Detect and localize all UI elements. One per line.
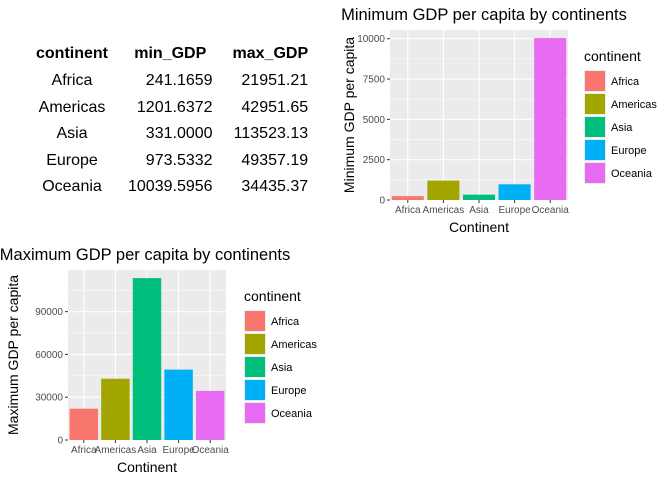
- summary-table-panel: continent min_GDP max_GDP Africa 241.165…: [0, 0, 320, 240]
- legend-swatch-asia: [245, 357, 265, 377]
- cell-min-gdp: 241.1659: [145, 72, 213, 90]
- header-max-gdp: max_GDP: [232, 45, 309, 62]
- bar-asia: [132, 278, 162, 440]
- x-tick-label: Europe: [162, 445, 195, 456]
- chart-title: Minimum GDP per capita by continents: [341, 6, 627, 24]
- header-continent: continent: [36, 45, 108, 62]
- bar-americas: [101, 378, 130, 440]
- cell-max-gdp: 42951.65: [241, 98, 309, 116]
- legend-swatch-europe: [245, 380, 265, 400]
- x-tick-label: Oceania: [532, 205, 570, 216]
- legend-swatch-europe: [585, 140, 605, 160]
- table-header-row: continent min_GDP max_GDP: [26, 40, 318, 68]
- cell-continent: Africa: [51, 72, 93, 90]
- legend-label: Europe: [271, 385, 306, 397]
- bar-americas: [427, 180, 460, 200]
- legend-label: Asia: [271, 362, 293, 374]
- legend-label: Africa: [611, 76, 640, 88]
- legend-swatch-americas: [245, 334, 265, 354]
- x-tick-label: Oceania: [192, 445, 230, 456]
- bar-africa: [391, 196, 424, 200]
- legend-label: Oceania: [611, 168, 653, 180]
- y-tick-label: 0: [57, 436, 63, 447]
- legend-swatch-americas: [585, 94, 605, 114]
- legend-swatch-africa: [585, 71, 605, 91]
- y-axis-title: Minimum GDP per capita: [341, 37, 357, 193]
- cell-max-gdp: 113523.13: [233, 125, 309, 143]
- x-tick-label: Africa: [395, 205, 421, 216]
- legend-label: Europe: [611, 145, 646, 157]
- cell-continent: Oceania: [42, 178, 102, 196]
- y-tick-label: 90000: [35, 307, 63, 318]
- y-tick-label: 10000: [357, 34, 385, 45]
- table-row: Asia 331.0000 113523.13: [26, 121, 318, 148]
- y-tick-label: 60000: [35, 350, 63, 361]
- bar-oceania: [534, 38, 567, 200]
- y-tick-label: 7500: [363, 75, 386, 86]
- x-tick-label: Africa: [71, 445, 97, 456]
- table-row: Americas 1201.6372 42951.65: [26, 95, 318, 122]
- bar-oceania: [195, 390, 225, 440]
- header-min-gdp: min_GDP: [134, 45, 207, 62]
- table-row: Africa 241.1659 21951.21: [26, 68, 318, 95]
- legend-swatch-oceania: [245, 403, 265, 423]
- max-gdp-bar-chart: Maximum GDP per capita by continents 0 300…: [0, 246, 317, 475]
- legend-title: continent: [584, 48, 641, 64]
- legend-label: Americas: [611, 99, 657, 111]
- table-row: Europe 973.5332 49357.19: [26, 148, 318, 175]
- chart-title: Maximum GDP per capita by continents: [0, 246, 290, 264]
- min-gdp-bar-chart: Minimum GDP per capita by continents 0 250…: [341, 6, 657, 235]
- x-tick-label: Asia: [137, 445, 157, 456]
- legend-label: Oceania: [271, 408, 313, 420]
- legend-swatch-africa: [245, 311, 265, 331]
- cell-min-gdp: 10039.5956: [128, 178, 213, 196]
- legend-swatch-asia: [585, 117, 605, 137]
- bar-asia: [462, 194, 496, 200]
- x-axis-title: Continent: [117, 459, 177, 475]
- y-tick-label: 5000: [363, 115, 386, 126]
- bar-europe: [164, 369, 193, 440]
- cell-min-gdp: 331.0000: [145, 125, 213, 143]
- legend-title: continent: [244, 288, 301, 304]
- legend-label: Asia: [611, 122, 633, 134]
- cell-min-gdp: 1201.6372: [136, 98, 213, 116]
- x-tick-label: Asia: [469, 205, 489, 216]
- legend-label: Africa: [271, 316, 300, 328]
- y-tick-label: 0: [379, 196, 385, 207]
- x-axis-title: Continent: [449, 219, 509, 235]
- bar-europe: [498, 184, 531, 200]
- cell-max-gdp: 34435.37: [241, 178, 309, 196]
- cell-min-gdp: 973.5332: [145, 151, 213, 169]
- table-row: Oceania 10039.5956 34435.37: [26, 174, 318, 201]
- cell-max-gdp: 21951.21: [241, 72, 309, 90]
- legend-swatch-oceania: [585, 163, 605, 183]
- cell-max-gdp: 49357.19: [241, 151, 309, 169]
- y-tick-label: 2500: [363, 155, 386, 166]
- legend-label: Americas: [271, 339, 317, 351]
- x-tick-label: Europe: [498, 205, 531, 216]
- cell-continent: Europe: [46, 151, 98, 169]
- x-tick-label: Americas: [423, 205, 465, 216]
- cell-continent: Americas: [38, 98, 106, 116]
- x-tick-label: Americas: [95, 445, 137, 456]
- cell-continent: Asia: [56, 125, 88, 143]
- gdp-summary-table: continent min_GDP max_GDP Africa 241.165…: [26, 40, 318, 201]
- y-tick-label: 30000: [35, 393, 63, 404]
- y-axis-title: Maximum GDP per capita: [5, 275, 21, 435]
- bar-africa: [69, 408, 99, 440]
